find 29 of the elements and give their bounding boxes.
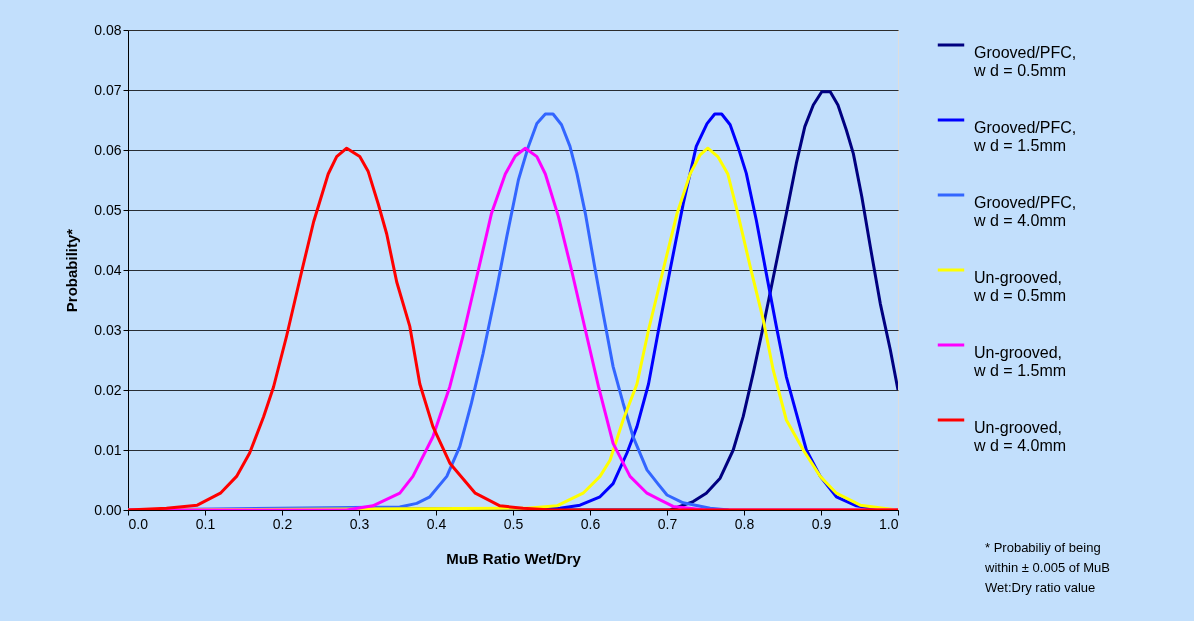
text: * Probabiliy of being within ± 0.005 of MuB Wet:Dry ratio value [984, 540, 1110, 595]
y-tick-label: 0.00 [94, 501, 122, 518]
y-tick-label: 0.06 [94, 141, 122, 158]
legend-label: Un-grooved, w d = 1.5mm [973, 344, 1067, 379]
y-tick-label: 0.04 [94, 261, 122, 278]
x-tick-label: 0.2 [272, 515, 293, 532]
x-tick-label: 0.3 [349, 515, 370, 532]
y-tick-label: 0.07 [94, 81, 122, 98]
x-tick-label: 0.0 [128, 515, 149, 532]
legend-label: Grooved/PFC, w d = 1.5mm [973, 119, 1077, 154]
legend-label: Un-grooved, w d = 4.0mm [973, 419, 1067, 454]
x-tick-label: 1.0 [879, 515, 899, 532]
y-tick-label: 0.05 [94, 201, 122, 218]
x-tick-label: 0.5 [503, 515, 524, 532]
x-tick-label: 0.6 [580, 515, 601, 532]
y-tick-label: 0.02 [94, 381, 122, 398]
x-axis-title: MuB Ratio Wet/Dry [446, 549, 582, 567]
x-tick-label: 0.4 [426, 515, 447, 532]
legend-label: Grooved/PFC, w d = 0.5mm [973, 44, 1077, 79]
y-tick-label: 0.01 [94, 441, 122, 458]
y-tick-label: 0.03 [94, 321, 122, 338]
x-tick-label: 0.1 [195, 515, 216, 532]
x-tick-label: 0.7 [657, 515, 678, 532]
y-axis-title: Probability* [63, 228, 81, 313]
legend-label: Un-grooved, w d = 0.5mm [973, 269, 1067, 304]
x-tick-label: 0.8 [734, 515, 755, 532]
legend-label: Grooved/PFC, w d = 4.0mm [973, 194, 1077, 229]
x-tick-label: 0.9 [811, 515, 832, 532]
y-tick-label: 0.08 [94, 21, 122, 38]
